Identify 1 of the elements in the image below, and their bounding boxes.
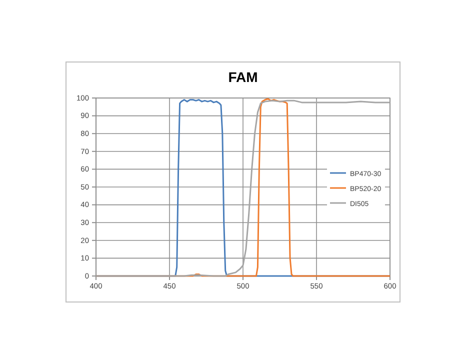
chart-title: FAM — [228, 69, 258, 85]
